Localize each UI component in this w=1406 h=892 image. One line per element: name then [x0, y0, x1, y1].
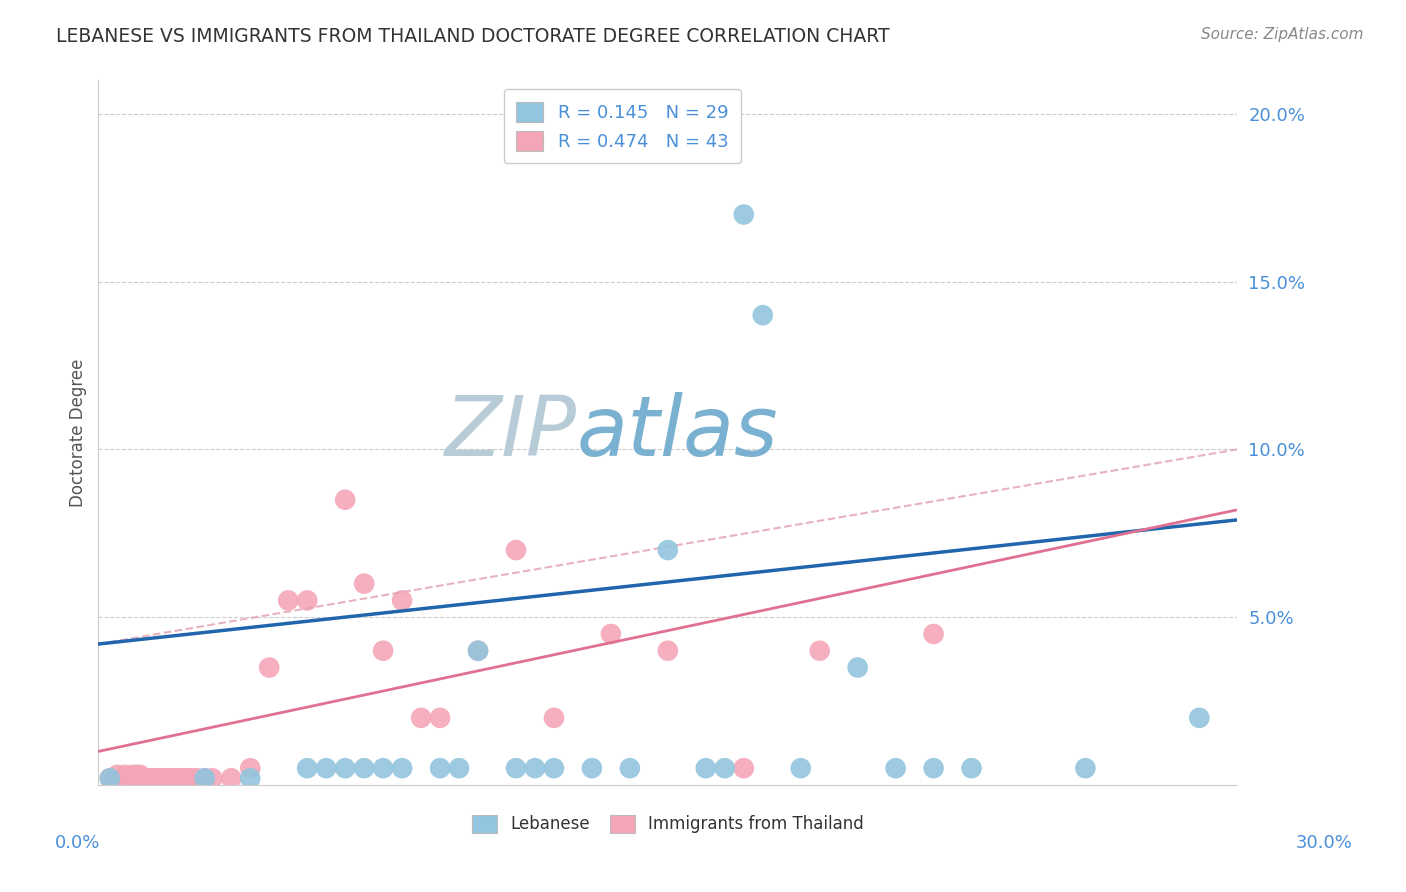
Point	[183, 771, 205, 785]
Point	[429, 761, 451, 775]
Point	[884, 761, 907, 775]
Point	[600, 627, 623, 641]
Point	[505, 761, 527, 775]
Point	[752, 308, 775, 322]
Point	[922, 627, 945, 641]
Point	[201, 771, 224, 785]
Point	[114, 768, 136, 782]
Point	[194, 771, 217, 785]
Point	[107, 768, 129, 782]
Point	[467, 644, 489, 658]
Text: atlas: atlas	[576, 392, 779, 473]
Point	[429, 711, 451, 725]
Point	[467, 644, 489, 658]
Point	[297, 761, 319, 775]
Point	[194, 771, 217, 785]
Point	[129, 768, 152, 782]
Point	[449, 761, 471, 775]
Point	[239, 761, 262, 775]
Point	[170, 771, 193, 785]
Point	[118, 771, 141, 785]
Point	[136, 771, 159, 785]
Point	[98, 771, 121, 785]
Point	[733, 207, 755, 221]
Point	[152, 771, 174, 785]
Point	[922, 761, 945, 775]
Text: 0.0%: 0.0%	[55, 834, 100, 852]
Text: LEBANESE VS IMMIGRANTS FROM THAILAND DOCTORATE DEGREE CORRELATION CHART: LEBANESE VS IMMIGRANTS FROM THAILAND DOC…	[56, 27, 890, 45]
Point	[714, 761, 737, 775]
Point	[371, 761, 394, 775]
Point	[353, 761, 375, 775]
Text: 30.0%: 30.0%	[1296, 834, 1353, 852]
Point	[543, 711, 565, 725]
Point	[141, 771, 163, 785]
Point	[524, 761, 547, 775]
Point	[505, 543, 527, 558]
Point	[148, 771, 170, 785]
Point	[371, 644, 394, 658]
Point	[808, 644, 831, 658]
Point	[619, 761, 641, 775]
Point	[790, 761, 813, 775]
Point	[145, 771, 167, 785]
Point	[581, 761, 603, 775]
Point	[297, 593, 319, 607]
Point	[132, 771, 155, 785]
Point	[179, 771, 201, 785]
Point	[221, 771, 243, 785]
Point	[411, 711, 433, 725]
Point	[1188, 711, 1211, 725]
Text: ZIP: ZIP	[444, 392, 576, 473]
Point	[695, 761, 717, 775]
Text: Source: ZipAtlas.com: Source: ZipAtlas.com	[1201, 27, 1364, 42]
Point	[543, 761, 565, 775]
Point	[125, 768, 148, 782]
Point	[315, 761, 337, 775]
Point	[163, 771, 186, 785]
Point	[167, 771, 190, 785]
Point	[335, 492, 357, 507]
Point	[335, 761, 357, 775]
Legend: Lebanese, Immigrants from Thailand: Lebanese, Immigrants from Thailand	[465, 808, 870, 840]
Point	[159, 771, 181, 785]
Point	[156, 771, 179, 785]
Point	[657, 644, 679, 658]
Point	[277, 593, 299, 607]
Point	[98, 771, 121, 785]
Point	[391, 593, 413, 607]
Point	[733, 761, 755, 775]
Point	[1074, 761, 1097, 775]
Point	[239, 771, 262, 785]
Y-axis label: Doctorate Degree: Doctorate Degree	[69, 359, 87, 507]
Point	[121, 768, 143, 782]
Point	[174, 771, 197, 785]
Point	[353, 576, 375, 591]
Point	[846, 660, 869, 674]
Point	[259, 660, 281, 674]
Point	[657, 543, 679, 558]
Point	[186, 771, 208, 785]
Point	[960, 761, 983, 775]
Point	[391, 761, 413, 775]
